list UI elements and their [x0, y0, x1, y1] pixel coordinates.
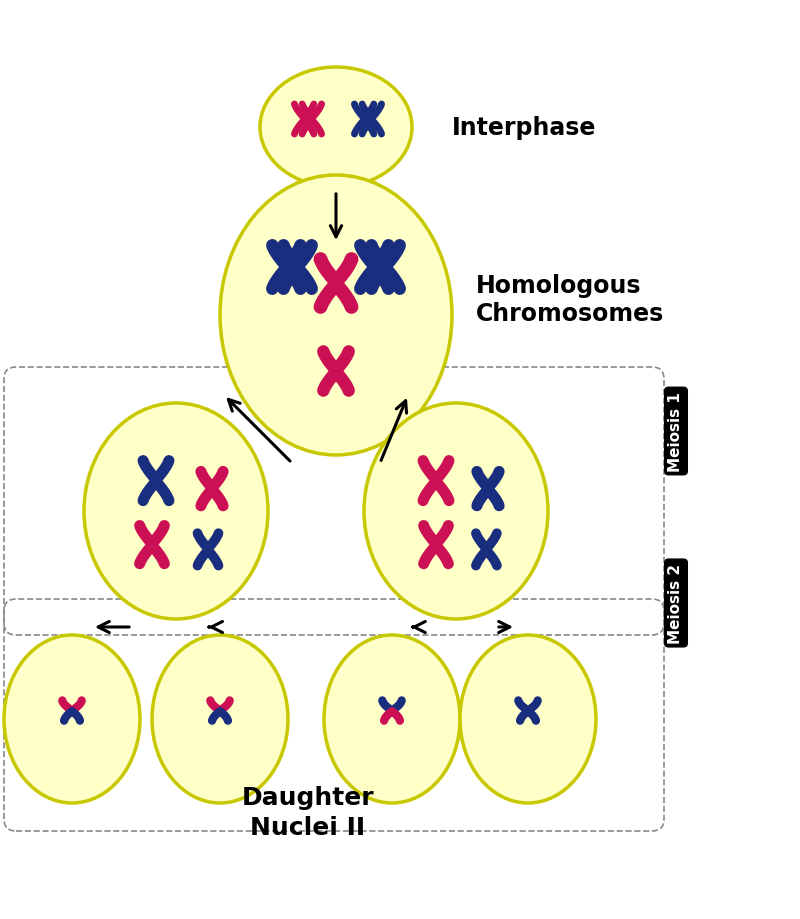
Text: Daughter
Nuclei II: Daughter Nuclei II [242, 786, 374, 839]
Text: Homologous
Chromosomes: Homologous Chromosomes [476, 274, 664, 325]
Ellipse shape [220, 176, 452, 456]
Ellipse shape [4, 635, 140, 803]
Ellipse shape [364, 403, 548, 619]
Ellipse shape [152, 635, 288, 803]
Ellipse shape [260, 68, 412, 187]
Ellipse shape [84, 403, 268, 619]
Ellipse shape [324, 635, 460, 803]
Text: Meiosis 2: Meiosis 2 [669, 563, 683, 643]
Ellipse shape [460, 635, 596, 803]
Text: Interphase: Interphase [452, 116, 596, 140]
Text: Meiosis 1: Meiosis 1 [669, 391, 683, 471]
